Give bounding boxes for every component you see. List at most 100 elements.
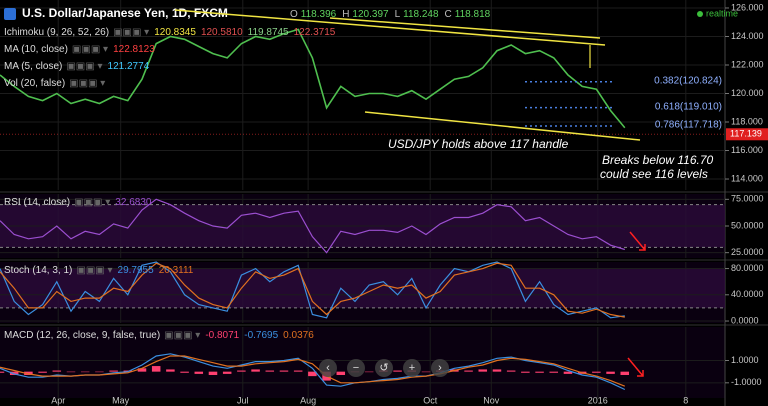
ohlc-value: 118.818	[455, 9, 491, 20]
histogram-bar	[194, 371, 204, 374]
legend-controls: ▣▣▣ ▾	[69, 78, 105, 89]
histogram-bar	[137, 368, 147, 372]
histogram-bar	[166, 369, 175, 372]
histogram-bar	[421, 371, 431, 373]
x-tick-label: Nov	[483, 395, 500, 405]
arrow	[629, 231, 646, 251]
legend-row: MA (5, close) ▣▣▣ ▾ 121.2774	[4, 61, 150, 72]
histogram-bar	[208, 371, 218, 376]
histogram-bar	[180, 371, 189, 373]
histogram-bar	[592, 371, 601, 373]
legend-row: MA (10, close) ▣▣▣ ▾ 122.8123	[4, 44, 155, 55]
toolbar-button[interactable]: ›	[431, 359, 449, 377]
x-tick-label: May	[112, 395, 130, 405]
toolbar-icon: ↺	[379, 362, 388, 374]
arrow-head	[637, 370, 644, 377]
histogram-bar	[506, 370, 516, 372]
histogram-bar	[237, 370, 246, 372]
legend-value: 122.3715	[294, 27, 336, 38]
x-tick-label: 2016	[588, 395, 608, 405]
symbol-icon	[4, 8, 16, 20]
legend-controls: ▣▣▣ ▾	[113, 27, 149, 38]
toolbar-icon: +	[409, 362, 415, 374]
histogram-bar	[151, 366, 161, 372]
histogram-bar	[80, 371, 90, 373]
histogram-bar	[549, 371, 559, 373]
legend-value: 0.0376	[283, 330, 314, 341]
ohlc-key: C	[445, 9, 452, 20]
legend-row: RSI (14, close) ▣▣▣ ▾ 32.6830	[4, 197, 152, 208]
toolbar-button[interactable]: ‹	[319, 359, 337, 377]
histogram-bar	[109, 370, 118, 372]
histogram-bar	[535, 371, 544, 373]
y-tick-label: 126.000	[731, 2, 764, 12]
trendline	[174, 9, 606, 46]
y-tick-label: -1.0000	[731, 377, 762, 387]
histogram-bar	[308, 371, 317, 377]
legend-row: MACD (12, 26, close, 9, false, true) ▣▣▣ …	[4, 330, 314, 341]
y-tick-label: 120.000	[731, 88, 764, 98]
y-tick-label: 118.000	[731, 116, 763, 126]
legend-value: -0.8071	[205, 330, 239, 341]
chart-title: U.S. Dollar/Japanese Yen, 1D, FXCM	[22, 6, 228, 20]
legend-name: MA (10, close)	[4, 44, 68, 55]
y-tick-label: 122.000	[731, 59, 764, 69]
toolbar-button[interactable]: +	[403, 359, 421, 377]
histogram-bar	[251, 369, 260, 372]
ohlc-key: L	[395, 9, 401, 20]
histogram-bar	[52, 370, 62, 372]
y-tick-label: 1.0000	[731, 355, 759, 365]
legend-name: MA (5, close)	[4, 61, 62, 72]
legend-value: 20.3111	[159, 265, 194, 276]
histogram-bar	[393, 370, 402, 372]
histogram-bar	[95, 371, 104, 373]
band	[0, 268, 725, 308]
legend-controls: ▣▣▣ ▾	[66, 61, 102, 72]
legend-name: Vol (20, false)	[4, 78, 65, 89]
ohlc-key: H	[342, 9, 349, 20]
x-tick-label: Apr	[51, 395, 65, 405]
histogram-bar	[0, 371, 5, 373]
histogram-bar	[521, 371, 530, 373]
annotation: could see 116 levels	[600, 167, 708, 181]
arrow-head	[639, 244, 646, 251]
status: realtime	[706, 8, 738, 18]
legend-value: 120.8345	[154, 27, 196, 38]
legend-value: 29.7955	[118, 265, 155, 276]
histogram-bar	[222, 371, 232, 374]
y-tick-label: 116.000	[731, 145, 763, 155]
legend-name: RSI (14, close)	[4, 197, 70, 208]
trendline	[329, 17, 601, 39]
histogram-bar	[464, 370, 473, 372]
histogram-bar	[66, 371, 76, 373]
series-line	[0, 28, 626, 129]
last-price-box	[726, 128, 768, 141]
y-tick-label: 25.0000	[731, 247, 764, 257]
legend-row: Stoch (14, 3, 1) ▣▣▣ ▾ 29.7955 20.3111	[4, 265, 194, 276]
legend-controls: ▣▣▣ ▾	[74, 197, 110, 208]
legend-name: MACD (12, 26, close, 9, false, true)	[4, 330, 160, 341]
histogram-bar	[620, 371, 630, 376]
y-tick-label: 0.0000	[731, 315, 759, 325]
series-line	[0, 198, 625, 254]
x-tick-label: Aug	[300, 395, 316, 405]
histogram-bar	[492, 369, 502, 372]
series-line	[0, 262, 625, 318]
legend-controls: ▣▣▣ ▾	[76, 265, 112, 276]
trendline	[364, 111, 641, 141]
histogram-bar	[336, 371, 346, 376]
annotation: USD/JPY holds above 117 handle	[388, 137, 569, 151]
toolbar-button[interactable]: −	[347, 359, 365, 377]
annotation: Breaks below 116.70	[602, 153, 714, 167]
legend-controls: ▣▣▣ ▾	[72, 44, 108, 55]
histogram-bar	[606, 371, 615, 374]
toolbar-circle	[403, 359, 421, 377]
toolbar-circle	[375, 359, 393, 377]
y-tick-label: 40.0000	[731, 289, 764, 299]
ohlc-value: 118.248	[403, 9, 439, 20]
fib-label: 0.382(120.824)	[654, 75, 722, 86]
histogram-bar	[265, 370, 275, 372]
toolbar-button[interactable]: ↺	[375, 359, 393, 377]
legend-value: 120.5810	[201, 27, 243, 38]
legend-row: Vol (20, false) ▣▣▣ ▾	[4, 78, 105, 89]
